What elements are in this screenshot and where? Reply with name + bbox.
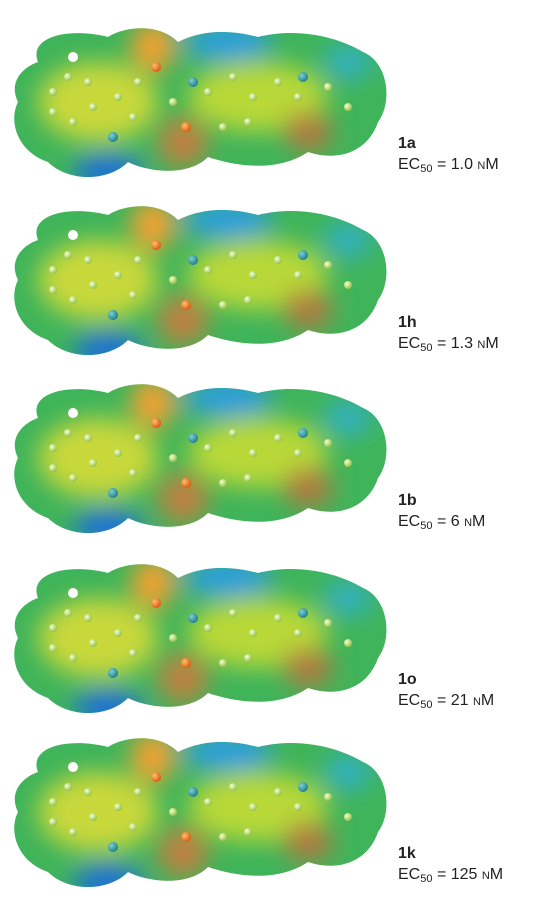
surface [14, 22, 386, 190]
ec-prefix: EC [398, 513, 420, 530]
ec-value: = 1.0 nM [437, 156, 499, 173]
ec-value: = 21 nM [437, 692, 494, 709]
compound-id: 1h [398, 313, 499, 333]
ec-prefix: EC [398, 692, 420, 709]
surface [14, 200, 386, 368]
ec50-line: EC50 = 21 nM [398, 690, 494, 716]
surface [14, 558, 386, 726]
surface [14, 732, 386, 900]
ec50-line: EC50 = 6 nM [398, 511, 485, 537]
ec-value: = 6 nM [437, 513, 485, 530]
compound-id: 1k [398, 844, 503, 864]
compound-id: 1b [398, 491, 485, 511]
ec-subscript: 50 [420, 873, 432, 885]
ec-subscript: 50 [420, 342, 432, 354]
ec-subscript: 50 [420, 520, 432, 532]
ec-subscript: 50 [420, 699, 432, 711]
ec-prefix: EC [398, 866, 420, 883]
figure: 1aEC50 = 1.0 nM1hEC50 = 1.3 nM1bEC50 = 6… [0, 0, 539, 900]
surface [14, 378, 386, 546]
ec50-line: EC50 = 125 nM [398, 864, 503, 890]
ec-subscript: 50 [420, 163, 432, 175]
compound-id: 1a [398, 134, 499, 154]
ec-prefix: EC [398, 156, 420, 173]
ec50-line: EC50 = 1.3 nM [398, 333, 499, 359]
ec-value: = 1.3 nM [437, 335, 499, 352]
ec-value: = 125 nM [437, 866, 503, 883]
ec-prefix: EC [398, 335, 420, 352]
ec50-line: EC50 = 1.0 nM [398, 154, 499, 180]
compound-id: 1o [398, 670, 494, 690]
